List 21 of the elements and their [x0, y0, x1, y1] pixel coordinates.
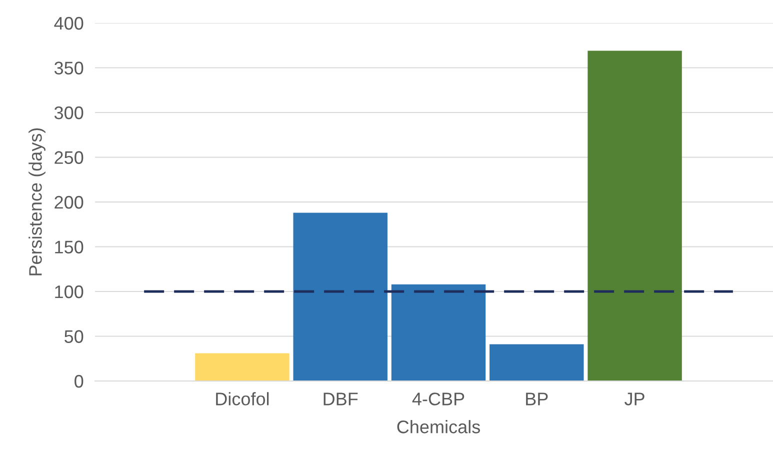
bar: [391, 284, 486, 381]
x-tick-label: 4-CBP: [412, 392, 464, 406]
x-tick-label: Dicofol: [216, 392, 269, 406]
x-axis-title: Chemicals: [397, 420, 480, 434]
bar: [490, 344, 584, 381]
bar: [195, 353, 290, 381]
y-tick-label: 350: [54, 62, 84, 74]
y-tick-label: 200: [54, 196, 84, 209]
y-tick-label: 50: [64, 330, 84, 343]
y-tick-label: 400: [54, 16, 84, 30]
bar: [588, 50, 682, 381]
y-tick-label: 0: [74, 374, 84, 388]
y-axis-title: Persistence (days): [28, 128, 46, 276]
y-tick-label: 300: [54, 106, 84, 120]
y-tick-label: 250: [54, 151, 84, 164]
y-tick-label: 100: [55, 285, 84, 298]
x-tick-label: BP: [526, 392, 548, 406]
bar: [293, 212, 388, 381]
x-tick-label: JP: [624, 392, 644, 406]
x-tick-label: DBF: [324, 392, 358, 406]
y-tick-label: 150: [55, 240, 84, 254]
